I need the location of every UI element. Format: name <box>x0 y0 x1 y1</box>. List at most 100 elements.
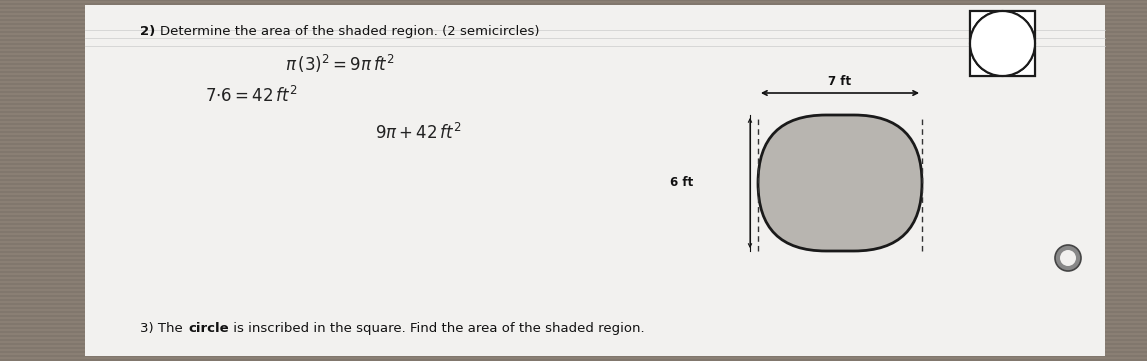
Bar <box>0 243 1147 245</box>
Text: 2): 2) <box>140 25 155 38</box>
Bar <box>0 267 1147 269</box>
Text: $\pi \,(3)^2 = 9\pi \, ft^2$: $\pi \,(3)^2 = 9\pi \, ft^2$ <box>284 53 395 75</box>
Bar <box>0 339 1147 341</box>
Bar <box>0 155 1147 157</box>
Bar <box>0 127 1147 129</box>
Text: $9\pi + 42 \, ft^2$: $9\pi + 42 \, ft^2$ <box>375 123 462 143</box>
Bar <box>0 67 1147 69</box>
Circle shape <box>1055 245 1080 271</box>
Bar <box>0 231 1147 233</box>
Bar <box>0 255 1147 257</box>
Bar <box>0 99 1147 101</box>
Bar <box>0 211 1147 213</box>
Bar <box>0 291 1147 293</box>
Bar <box>0 271 1147 273</box>
Bar <box>0 239 1147 241</box>
Bar <box>0 303 1147 305</box>
Bar <box>0 0 1147 1</box>
Bar <box>0 335 1147 337</box>
Bar <box>0 171 1147 173</box>
Bar <box>0 43 1147 45</box>
Bar <box>0 27 1147 29</box>
Bar <box>0 223 1147 225</box>
Bar <box>0 215 1147 217</box>
Bar <box>0 355 1147 357</box>
Bar <box>0 147 1147 149</box>
Bar <box>0 7 1147 9</box>
Bar <box>0 15 1147 17</box>
Bar <box>0 51 1147 53</box>
Bar <box>0 199 1147 201</box>
Bar <box>0 107 1147 109</box>
Bar <box>0 55 1147 57</box>
Bar <box>0 175 1147 177</box>
Bar <box>0 59 1147 61</box>
Bar <box>970 11 1035 76</box>
FancyBboxPatch shape <box>758 115 922 251</box>
Bar <box>0 119 1147 121</box>
Bar <box>0 311 1147 313</box>
Bar <box>0 47 1147 49</box>
Text: 7 ft: 7 ft <box>828 75 851 88</box>
Bar <box>0 343 1147 345</box>
Bar <box>0 279 1147 281</box>
Bar <box>0 283 1147 285</box>
Text: Determine the area of the shaded region. (2 semicircles): Determine the area of the shaded region.… <box>159 25 539 38</box>
Bar <box>0 235 1147 237</box>
Bar <box>0 139 1147 141</box>
Bar <box>0 351 1147 353</box>
Text: $7{\cdot}6 = 42 \, ft^2$: $7{\cdot}6 = 42 \, ft^2$ <box>205 86 297 106</box>
Bar <box>0 135 1147 137</box>
Bar <box>0 179 1147 181</box>
Bar <box>0 331 1147 333</box>
Bar <box>0 39 1147 41</box>
Bar <box>0 359 1147 361</box>
Bar <box>0 247 1147 249</box>
Circle shape <box>970 11 1035 76</box>
Text: is inscribed in the square. Find the area of the shaded region.: is inscribed in the square. Find the are… <box>229 322 645 335</box>
Bar <box>0 263 1147 265</box>
Text: 6 ft: 6 ft <box>670 177 693 190</box>
Bar <box>0 115 1147 117</box>
Bar <box>0 131 1147 133</box>
Bar <box>0 83 1147 85</box>
Bar <box>0 191 1147 193</box>
Bar <box>0 31 1147 33</box>
Bar <box>0 287 1147 289</box>
Bar <box>0 87 1147 89</box>
Bar <box>0 163 1147 165</box>
Bar <box>0 19 1147 21</box>
Bar <box>0 207 1147 209</box>
Bar <box>0 91 1147 93</box>
Bar <box>970 11 1035 76</box>
Bar <box>970 11 1035 76</box>
Bar <box>0 323 1147 325</box>
Bar <box>0 219 1147 221</box>
Bar <box>0 79 1147 81</box>
Bar <box>0 315 1147 317</box>
Circle shape <box>1060 250 1076 266</box>
Bar <box>0 319 1147 321</box>
Bar <box>0 307 1147 309</box>
Text: circle: circle <box>188 322 228 335</box>
Bar <box>0 251 1147 253</box>
Bar <box>0 63 1147 65</box>
Bar <box>0 75 1147 77</box>
Bar <box>0 227 1147 229</box>
Bar <box>0 35 1147 37</box>
Bar <box>0 347 1147 349</box>
Bar <box>0 123 1147 125</box>
Text: 3) The: 3) The <box>140 322 187 335</box>
Bar <box>0 103 1147 105</box>
Bar <box>0 295 1147 297</box>
Bar <box>0 167 1147 169</box>
Bar <box>0 11 1147 13</box>
Bar <box>0 23 1147 25</box>
Bar <box>0 275 1147 277</box>
Circle shape <box>970 11 1035 76</box>
Bar <box>0 299 1147 301</box>
Bar <box>85 5 1105 356</box>
Bar <box>0 143 1147 145</box>
Bar <box>0 95 1147 97</box>
Bar <box>0 71 1147 73</box>
